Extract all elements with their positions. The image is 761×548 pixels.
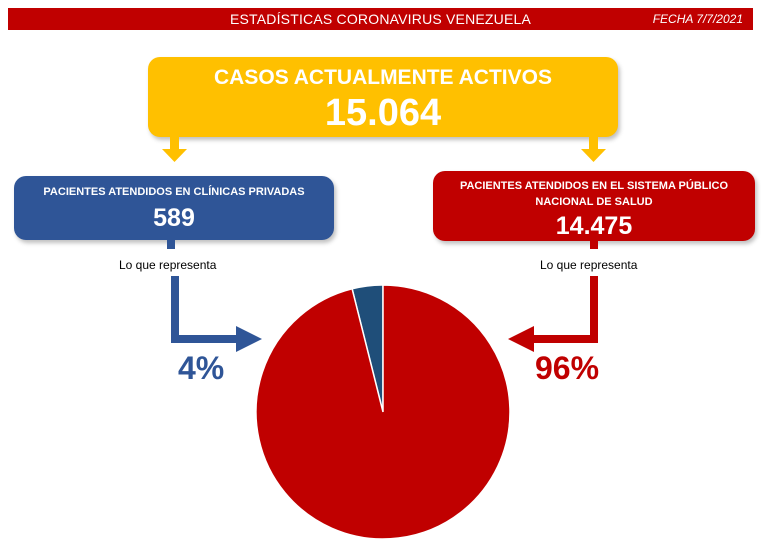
private-percent: 4% [178,350,225,386]
active-cases-box: CASOS ACTUALMENTE ACTIVOS 15.064 [148,57,618,137]
private-clinics-box: PACIENTES ATENDIDOS EN CLÍNICAS PRIVADAS… [14,176,334,240]
date-label: FECHA 7/7/2021 [652,12,743,26]
public-system-label: PACIENTES ATENDIDOS EN EL SISTEMA PÚBLIC… [459,180,729,208]
header-bar: ESTADÍSTICAS CORONAVIRUS VENEZUELA FECHA… [8,8,753,30]
public-note: Lo que representa [540,258,638,272]
public-system-value: 14.475 [555,212,633,240]
red-arrow-icon [508,241,598,352]
public-system-box: PACIENTES ATENDIDOS EN EL SISTEMA PÚBLIC… [433,171,755,241]
private-clinics-value: 589 [153,204,195,232]
page-title: ESTADÍSTICAS CORONAVIRUS VENEZUELA [229,11,532,27]
pie-chart [255,284,511,540]
active-cases-label: CASOS ACTUALMENTE ACTIVOS [214,66,552,89]
active-cases-value: 15.064 [324,92,442,134]
yellow-right-arrow-icon [581,135,606,162]
public-percent: 96% [535,350,600,386]
yellow-left-arrow-icon [162,135,187,162]
private-clinics-label: PACIENTES ATENDIDOS EN CLÍNICAS PRIVADAS [43,186,305,198]
blue-arrow-icon [167,240,262,352]
pie-slice-public [255,284,511,540]
private-note: Lo que representa [119,258,217,272]
